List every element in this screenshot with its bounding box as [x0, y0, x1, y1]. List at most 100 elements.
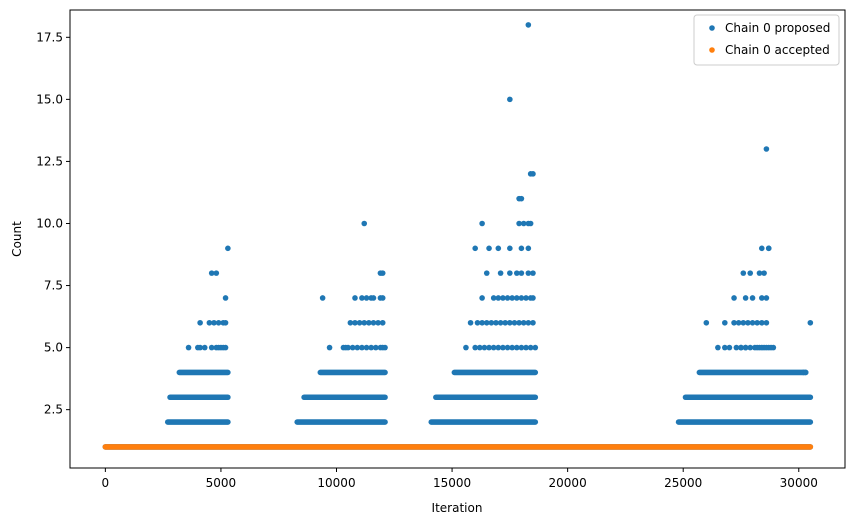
proposed-point [523, 295, 529, 301]
proposed-point [731, 295, 737, 301]
proposed-point [225, 245, 231, 252]
y-tick-label: 12.5 [36, 154, 63, 168]
proposed-point [731, 319, 737, 326]
proposed-point [477, 344, 483, 351]
proposed-point [763, 319, 770, 326]
proposed-point [518, 245, 525, 252]
proposed-point [518, 295, 525, 301]
proposed-point [495, 295, 502, 301]
proposed-point [756, 270, 763, 276]
proposed-point [326, 344, 333, 351]
proposed-point [472, 344, 478, 351]
marks-layer [102, 22, 814, 450]
proposed-point [516, 220, 522, 227]
proposed-point [518, 195, 525, 202]
legend-marker-accepted [709, 47, 715, 53]
proposed-point [372, 344, 379, 351]
proposed-band-y2-3 [428, 419, 539, 425]
proposed-point [213, 270, 220, 276]
proposed-point [479, 295, 485, 301]
proposed-point [497, 319, 504, 326]
x-tick-label: 15000 [433, 476, 471, 490]
proposed-point [525, 22, 532, 28]
proposed-point [379, 270, 386, 276]
proposed-point [754, 344, 760, 351]
proposed-point [382, 344, 388, 351]
proposed-point [467, 319, 474, 326]
proposed-point [518, 270, 525, 276]
proposed-point [352, 319, 358, 326]
proposed-point [356, 319, 363, 326]
proposed-point [201, 344, 208, 351]
proposed-point [208, 270, 215, 276]
x-axis: 0 5000 10000 15000 20000 25000 30000 [102, 468, 818, 490]
proposed-point [758, 344, 765, 351]
proposed-band-y3-6 [301, 394, 388, 401]
proposed-point [525, 270, 532, 276]
proposed-point [735, 319, 742, 326]
y-tick-label: 2.5 [44, 403, 63, 417]
proposed-point [379, 295, 386, 301]
proposed-point [208, 344, 215, 351]
proposed-point [197, 344, 203, 351]
y-tick-label: 17.5 [36, 30, 63, 44]
proposed-point [379, 319, 386, 326]
proposed-point [486, 245, 492, 252]
proposed-point [532, 344, 539, 351]
proposed-point [345, 344, 351, 351]
proposed-band-y3-5 [167, 394, 231, 401]
proposed-point [472, 245, 478, 252]
proposed-point [742, 344, 749, 351]
legend-label-proposed: Chain 0 proposed [725, 21, 830, 35]
proposed-point [509, 295, 515, 301]
proposed-band-y2-4 [675, 419, 814, 425]
legend-marker-proposed [709, 25, 715, 31]
proposed-point [502, 319, 509, 326]
proposed-point [479, 319, 485, 326]
proposed-point [504, 344, 511, 351]
proposed-point [516, 319, 522, 326]
y-axis-label: Count [10, 221, 24, 257]
proposed-point [749, 295, 756, 301]
x-tick-label: 10000 [317, 476, 355, 490]
proposed-point [722, 344, 728, 351]
proposed-point [703, 319, 710, 326]
proposed-point [319, 295, 326, 301]
y-tick-label: 7.5 [44, 279, 63, 293]
proposed-point [507, 96, 513, 103]
proposed-band-y4-12 [696, 369, 809, 376]
y-tick-label: 15.0 [36, 92, 63, 106]
proposed-point [370, 295, 377, 301]
proposed-point [527, 220, 534, 227]
proposed-point [363, 344, 370, 351]
proposed-point [488, 319, 495, 326]
proposed-point [761, 270, 767, 276]
legend-box [693, 14, 840, 66]
proposed-point [507, 319, 513, 326]
proposed-point [726, 344, 733, 351]
proposed-point [758, 295, 765, 301]
y-tick-label: 5.0 [44, 341, 63, 355]
proposed-point [486, 344, 492, 351]
proposed-point [500, 344, 506, 351]
proposed-point [215, 319, 222, 326]
proposed-point [352, 295, 358, 301]
proposed-point [745, 319, 751, 326]
proposed-band-y3-7 [433, 394, 539, 401]
proposed-point [733, 344, 740, 351]
proposed-band-y4-11 [451, 369, 539, 376]
x-tick-label: 20000 [549, 476, 587, 490]
proposed-point [479, 220, 485, 227]
proposed-point [768, 344, 774, 351]
proposed-band-y4-10 [317, 369, 388, 376]
proposed-point [370, 319, 377, 326]
proposed-point [530, 319, 536, 326]
proposed-point [483, 319, 490, 326]
proposed-point [513, 344, 520, 351]
proposed-point [222, 344, 229, 351]
proposed-point [530, 171, 536, 177]
proposed-band-y4-9 [176, 369, 231, 376]
proposed-point [366, 319, 372, 326]
